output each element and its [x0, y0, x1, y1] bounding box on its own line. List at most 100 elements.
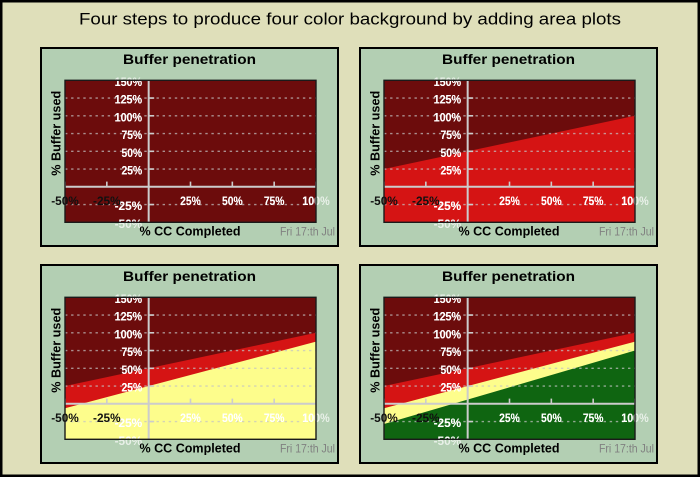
- svg-text:50%: 50%: [222, 411, 243, 425]
- svg-text:25%: 25%: [121, 164, 142, 178]
- svg-text:-25%: -25%: [115, 416, 143, 430]
- svg-text:25%: 25%: [499, 411, 520, 425]
- svg-text:100%: 100%: [434, 327, 462, 341]
- svg-text:50%: 50%: [541, 194, 562, 208]
- svg-text:75%: 75%: [121, 128, 142, 142]
- svg-text:-25%: -25%: [434, 416, 462, 430]
- svg-text:75%: 75%: [440, 345, 461, 359]
- svg-text:Buffer penetration: Buffer penetration: [442, 51, 575, 67]
- svg-text:-25%: -25%: [115, 199, 143, 213]
- svg-text:150%: 150%: [434, 292, 462, 306]
- svg-text:150%: 150%: [115, 292, 143, 306]
- svg-text:25%: 25%: [499, 194, 520, 208]
- svg-text:50%: 50%: [541, 411, 562, 425]
- svg-text:100%: 100%: [302, 411, 330, 425]
- svg-text:25%: 25%: [121, 164, 142, 178]
- svg-text:100%: 100%: [115, 327, 143, 341]
- svg-text:25%: 25%: [180, 194, 201, 208]
- svg-text:75%: 75%: [440, 345, 461, 359]
- svg-text:50%: 50%: [440, 146, 461, 160]
- svg-text:50%: 50%: [541, 194, 562, 208]
- svg-text:25%: 25%: [180, 194, 201, 208]
- svg-text:150%: 150%: [115, 292, 143, 306]
- svg-text:100%: 100%: [621, 194, 649, 208]
- svg-text:50%: 50%: [121, 363, 142, 377]
- svg-text:125%: 125%: [115, 93, 143, 107]
- svg-text:-50%: -50%: [115, 217, 143, 231]
- svg-text:75%: 75%: [121, 345, 142, 359]
- svg-text:-50%: -50%: [434, 217, 462, 231]
- svg-text:75%: 75%: [583, 194, 604, 208]
- svg-text:25%: 25%: [121, 381, 142, 395]
- svg-text:25%: 25%: [440, 381, 461, 395]
- svg-text:150%: 150%: [434, 75, 462, 89]
- svg-text:% Buffer used: % Buffer used: [48, 308, 63, 393]
- svg-text:Fri 17:th Jul: Fri 17:th Jul: [599, 442, 654, 456]
- svg-text:25%: 25%: [499, 194, 520, 208]
- svg-text:-50%: -50%: [115, 434, 143, 448]
- svg-text:125%: 125%: [434, 310, 462, 324]
- svg-text:75%: 75%: [264, 411, 285, 425]
- svg-text:Four steps to produce four col: Four steps to produce four color backgro…: [79, 10, 621, 29]
- svg-text:-25%: -25%: [115, 199, 143, 213]
- svg-text:125%: 125%: [115, 93, 143, 107]
- svg-text:-25%: -25%: [93, 411, 121, 425]
- svg-text:100%: 100%: [621, 411, 649, 425]
- svg-text:75%: 75%: [264, 411, 285, 425]
- svg-text:75%: 75%: [121, 345, 142, 359]
- svg-text:25%: 25%: [180, 411, 201, 425]
- svg-text:% CC Completed: % CC Completed: [459, 224, 560, 239]
- svg-text:-25%: -25%: [412, 411, 440, 425]
- svg-text:Buffer penetration: Buffer penetration: [123, 51, 256, 67]
- svg-text:Buffer penetration: Buffer penetration: [123, 268, 256, 284]
- svg-text:25%: 25%: [440, 381, 461, 395]
- svg-text:125%: 125%: [115, 310, 143, 324]
- svg-text:-50%: -50%: [434, 434, 462, 448]
- svg-text:150%: 150%: [434, 292, 462, 306]
- svg-text:-25%: -25%: [412, 194, 440, 208]
- svg-text:% CC Completed: % CC Completed: [140, 441, 241, 456]
- svg-text:50%: 50%: [541, 411, 562, 425]
- svg-text:150%: 150%: [434, 75, 462, 89]
- svg-text:50%: 50%: [222, 194, 243, 208]
- svg-text:150%: 150%: [115, 75, 143, 89]
- svg-text:125%: 125%: [434, 310, 462, 324]
- svg-text:75%: 75%: [440, 128, 461, 142]
- svg-text:-25%: -25%: [93, 194, 121, 208]
- svg-text:-50%: -50%: [115, 217, 143, 231]
- svg-text:75%: 75%: [121, 128, 142, 142]
- svg-text:25%: 25%: [440, 164, 461, 178]
- svg-text:-50%: -50%: [434, 434, 462, 448]
- svg-text:100%: 100%: [115, 110, 143, 124]
- svg-text:100%: 100%: [434, 110, 462, 124]
- svg-text:125%: 125%: [434, 93, 462, 107]
- svg-text:100%: 100%: [434, 327, 462, 341]
- svg-text:50%: 50%: [121, 146, 142, 160]
- svg-text:Fri 17:th Jul: Fri 17:th Jul: [280, 442, 335, 456]
- svg-text:75%: 75%: [264, 194, 285, 208]
- svg-text:-25%: -25%: [434, 416, 462, 430]
- svg-text:75%: 75%: [583, 411, 604, 425]
- svg-text:75%: 75%: [583, 194, 604, 208]
- svg-text:100%: 100%: [302, 194, 330, 208]
- svg-text:75%: 75%: [440, 128, 461, 142]
- svg-text:% CC Completed: % CC Completed: [140, 224, 241, 239]
- svg-text:50%: 50%: [121, 146, 142, 160]
- svg-text:100%: 100%: [115, 327, 143, 341]
- svg-text:100%: 100%: [434, 110, 462, 124]
- svg-text:25%: 25%: [440, 164, 461, 178]
- svg-text:150%: 150%: [115, 75, 143, 89]
- svg-text:% CC Completed: % CC Completed: [459, 441, 560, 456]
- svg-text:50%: 50%: [222, 411, 243, 425]
- svg-text:100%: 100%: [115, 110, 143, 124]
- svg-text:50%: 50%: [440, 146, 461, 160]
- svg-text:Fri 17:th Jul: Fri 17:th Jul: [599, 225, 654, 239]
- svg-text:Buffer penetration: Buffer penetration: [442, 268, 575, 284]
- svg-text:25%: 25%: [499, 411, 520, 425]
- svg-text:50%: 50%: [440, 363, 461, 377]
- svg-text:% Buffer used: % Buffer used: [367, 308, 382, 393]
- svg-text:-50%: -50%: [115, 434, 143, 448]
- svg-text:% Buffer used: % Buffer used: [48, 91, 63, 176]
- svg-text:75%: 75%: [264, 194, 285, 208]
- svg-text:50%: 50%: [222, 194, 243, 208]
